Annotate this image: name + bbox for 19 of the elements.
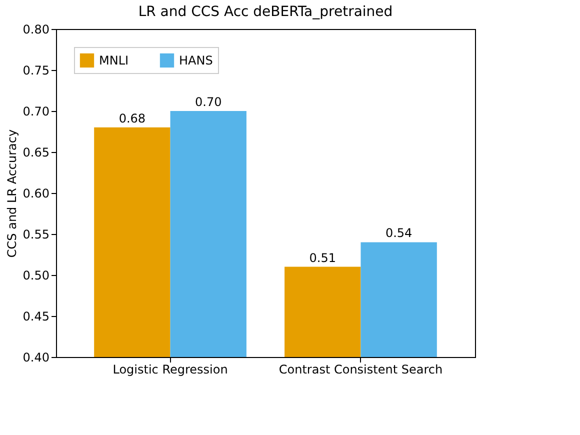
y-tick-label: 0.60 [22, 186, 50, 200]
x-tick-label: Contrast Consistent Search [278, 362, 443, 376]
text: 0.51 [309, 250, 336, 265]
y-tick-label: 0.65 [22, 146, 50, 160]
legend-label: HANS [179, 53, 213, 68]
y-axis-title: CCS and LR Accuracy [4, 129, 19, 258]
x-tick-label: Logistic Regression [112, 362, 228, 376]
text: 0.54 [385, 226, 412, 240]
text: 0.70 [195, 95, 222, 109]
y-tick-label: 0.55 [22, 228, 50, 242]
chart-title: LR and CCS Acc deBERTa_pretrained [138, 4, 393, 20]
y-tick-label: 0.40 [22, 350, 50, 364]
legend-label: MNLI [99, 53, 129, 68]
y-tick-label: 0.50 [22, 268, 50, 282]
text: 0.68 [118, 111, 146, 126]
y-tick-label: 0.75 [22, 64, 50, 78]
y-tick-label: 0.45 [22, 310, 50, 324]
y-tick-label: 0.70 [22, 104, 50, 118]
y-tick-label: 0.80 [22, 22, 50, 36]
